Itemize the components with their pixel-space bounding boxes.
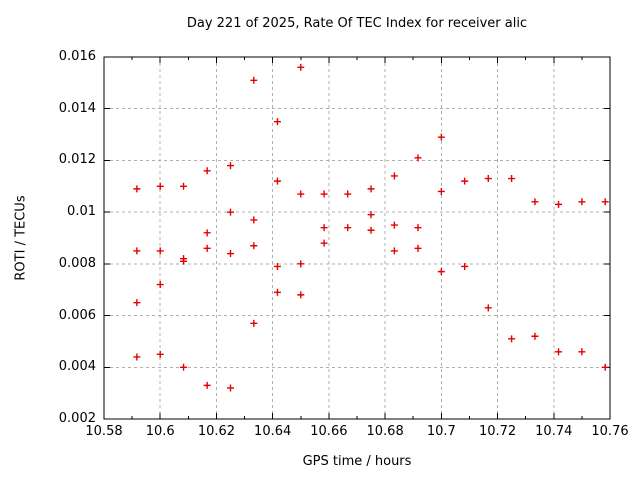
data-point-marker <box>156 247 164 255</box>
data-point-marker <box>250 242 258 250</box>
data-point-marker <box>133 185 141 193</box>
x-tick-label: 10.66 <box>310 424 348 439</box>
x-tick-label: 10.7 <box>426 424 456 439</box>
data-point-marker <box>250 76 258 84</box>
data-point-marker <box>531 198 539 206</box>
data-point-marker <box>344 224 352 232</box>
y-tick-label: 0.012 <box>58 152 96 168</box>
y-tick-label: 0.016 <box>58 49 96 64</box>
x-tick-label: 10.72 <box>478 424 517 439</box>
data-point-marker <box>601 198 609 206</box>
x-tick-label: 10.74 <box>535 424 573 439</box>
x-axis-label: GPS time / hours <box>302 454 412 469</box>
data-point-marker <box>297 260 305 268</box>
data-point-marker <box>133 247 141 255</box>
data-point-marker <box>297 291 305 299</box>
data-point-marker <box>250 216 258 224</box>
y-tick-label: 0.01 <box>67 204 96 220</box>
data-point-marker <box>180 257 188 265</box>
data-point-marker <box>320 224 328 232</box>
data-point-marker <box>437 187 445 195</box>
data-point-marker <box>203 229 211 237</box>
data-point-marker <box>227 250 234 258</box>
plot-frame <box>103 56 611 420</box>
y-tick-label: 0.008 <box>58 255 96 271</box>
data-point-marker <box>133 299 141 307</box>
x-tick-label: 10.64 <box>254 424 292 439</box>
data-point-marker <box>273 262 281 270</box>
data-point-marker <box>531 332 539 340</box>
y-tick-label: 0.006 <box>58 307 96 323</box>
data-point-marker <box>227 162 234 170</box>
data-point-marker <box>320 190 328 198</box>
data-point-marker <box>508 175 516 183</box>
data-point-marker <box>437 268 445 276</box>
data-point-marker <box>578 348 586 356</box>
y-tick-label: 0.004 <box>58 359 96 375</box>
data-point-marker <box>484 304 492 312</box>
data-point-marker <box>297 63 305 71</box>
data-point-marker <box>273 288 281 296</box>
data-point-marker <box>367 226 375 234</box>
data-point-marker <box>555 200 563 208</box>
data-point-marker <box>156 182 164 190</box>
data-point-marker <box>484 175 492 183</box>
x-tick-label: 10.76 <box>591 424 629 439</box>
data-point-marker <box>390 247 398 255</box>
data-point-marker <box>344 190 352 198</box>
chart-title: Day 221 of 2025, Rate Of TEC Index for r… <box>186 16 528 31</box>
x-tick-label: 10.68 <box>366 424 404 439</box>
data-point-marker <box>133 353 141 361</box>
data-point-marker <box>320 239 328 247</box>
data-point-marker <box>203 167 211 175</box>
data-point-marker <box>390 221 398 229</box>
data-point-marker <box>461 262 469 270</box>
data-point-marker <box>297 190 305 198</box>
y-tick-label: 0.014 <box>58 100 96 116</box>
data-point-marker <box>203 381 211 389</box>
data-point-marker <box>203 244 211 252</box>
y-tick-label: 0.002 <box>58 411 96 426</box>
data-point-marker <box>461 177 469 185</box>
data-point-marker <box>227 384 234 392</box>
data-point-marker <box>508 335 516 343</box>
data-point-marker <box>414 244 422 252</box>
x-tick-label: 10.6 <box>145 424 175 439</box>
data-point-marker <box>367 211 375 219</box>
data-point-marker <box>601 363 609 371</box>
data-point-marker <box>250 319 258 327</box>
data-point-marker <box>437 133 445 141</box>
data-point-marker <box>273 177 281 185</box>
data-point-marker <box>156 350 164 358</box>
data-point-marker <box>555 348 563 356</box>
data-point-marker <box>414 154 422 162</box>
data-point-marker <box>273 118 281 126</box>
data-point-marker <box>156 281 164 289</box>
data-point-marker <box>578 198 586 206</box>
data-point-marker <box>414 224 422 232</box>
data-point-marker <box>180 363 188 371</box>
x-tick-label: 10.62 <box>197 424 236 439</box>
data-point-marker <box>180 182 188 190</box>
data-point-marker <box>390 172 398 180</box>
x-tick-label: 10.58 <box>85 424 123 439</box>
data-point-marker <box>367 185 375 193</box>
data-point-marker <box>227 208 234 216</box>
